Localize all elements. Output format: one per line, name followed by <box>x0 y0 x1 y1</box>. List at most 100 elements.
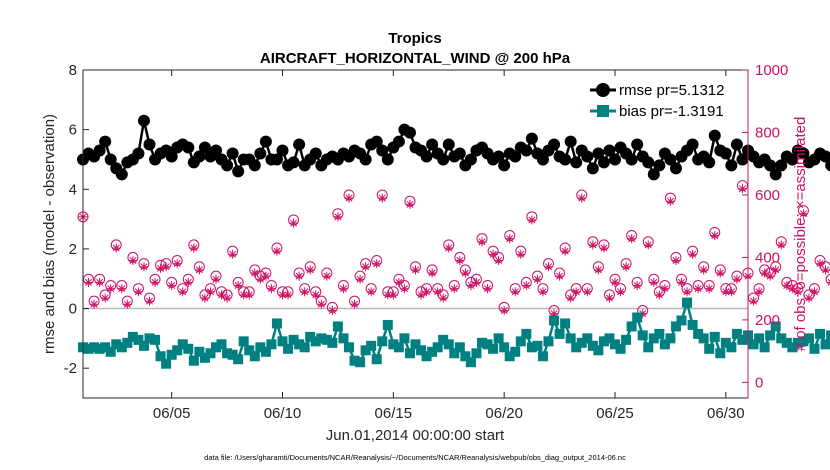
obs-assimilated-point <box>776 240 786 250</box>
rmse-point <box>570 156 583 169</box>
obs-count-series <box>77 180 830 319</box>
obs-assimilated-point <box>627 234 637 244</box>
rmse-point <box>520 144 533 157</box>
rmse-point <box>509 150 522 163</box>
rmse-point <box>115 168 128 181</box>
obs-assimilated-point <box>704 284 714 294</box>
rmse-point <box>592 147 605 160</box>
bias-point <box>299 342 310 353</box>
obs-assimilated-point <box>145 296 154 306</box>
obs-assimilated-point <box>544 262 553 272</box>
obs-assimilated-point <box>338 284 348 294</box>
bias-point <box>648 333 659 344</box>
obs-assimilated-point <box>682 287 692 297</box>
obs-assimilated-point <box>205 287 215 297</box>
bias-point <box>177 339 188 350</box>
obs-assimilated-point <box>488 249 498 259</box>
obs-assimilated-point <box>754 287 764 297</box>
bias-point <box>344 342 354 353</box>
rmse-point <box>381 153 394 166</box>
obs-assimilated-point <box>643 240 653 250</box>
rmse-point <box>703 156 716 169</box>
y-left-tick-label: -2 <box>64 360 77 377</box>
bias-point <box>172 345 183 356</box>
bias-point <box>493 333 504 344</box>
rmse-point <box>730 138 743 151</box>
rmse-point <box>165 150 178 163</box>
rmse-point <box>221 159 234 172</box>
obs-assimilated-point <box>516 249 526 259</box>
obs-assimilated-point <box>150 277 160 287</box>
bias-point <box>327 337 338 348</box>
bias-point <box>731 328 742 339</box>
bias-point <box>698 333 709 344</box>
obs-assimilated-point <box>560 246 570 256</box>
bias-point <box>260 346 271 357</box>
obs-assimilated-point <box>361 262 371 272</box>
obs-assimilated-point <box>250 268 260 278</box>
rmse-point <box>609 153 621 166</box>
obs-assimilated-point <box>699 265 709 275</box>
bias-point <box>127 331 138 342</box>
y-axis-right-label: # of obs: o=possible; ×=assimilated <box>792 117 809 352</box>
bias-point <box>321 334 332 345</box>
obs-assimilated-point <box>632 281 642 291</box>
bias-point <box>587 340 598 351</box>
rmse-point <box>581 150 594 163</box>
bias-point <box>726 342 737 353</box>
bias-point <box>310 336 321 347</box>
obs-assimilated-point <box>621 262 631 272</box>
obs-assimilated-point <box>139 262 149 272</box>
rmse-point <box>686 138 699 151</box>
obs-assimilated-point <box>233 281 243 291</box>
bias-point <box>166 349 177 360</box>
obs-assimilated-point <box>693 284 703 294</box>
bias-point <box>404 348 415 359</box>
bias-point <box>199 352 210 363</box>
bias-point <box>155 351 166 362</box>
rmse-point <box>725 159 738 172</box>
bias-point <box>211 342 221 353</box>
rmse-point <box>819 150 830 163</box>
obs-assimilated-point <box>427 268 437 278</box>
bias-point <box>565 333 576 344</box>
rmse-point <box>775 159 788 172</box>
y-left-tick-label: 2 <box>69 241 77 258</box>
obs-assimilated-point <box>710 231 720 241</box>
bias-point <box>288 334 299 345</box>
bias-point <box>393 342 404 353</box>
x-axis: 06/05 06/10 06/15 06/20 06/25 06/30 <box>153 70 745 422</box>
bias-point <box>111 339 122 350</box>
obs-assimilated-point <box>815 259 825 269</box>
rmse-point <box>248 159 261 172</box>
bias-point <box>161 358 172 369</box>
bias-point <box>183 343 194 354</box>
rmse-point <box>525 132 538 145</box>
legend: rmse pr=5.1312 bias pr=-1.3191 <box>585 76 747 124</box>
bias-point <box>482 339 493 350</box>
bias-point <box>765 330 776 341</box>
bias-point <box>826 330 830 341</box>
obs-assimilated-point <box>244 290 254 300</box>
bias-point <box>133 334 144 345</box>
x-tick-label: 06/15 <box>375 405 413 422</box>
obs-assimilated-point <box>732 274 742 284</box>
rmse-point <box>232 165 245 178</box>
obs-assimilated-point <box>311 290 321 300</box>
obs-assimilated-point <box>128 256 138 266</box>
rmse-point <box>719 147 732 160</box>
obs-assimilated-point <box>660 284 670 294</box>
obs-assimilated-point <box>826 278 830 286</box>
obs-assimilated-point <box>411 265 420 275</box>
rmse-point <box>437 153 450 166</box>
data-file-footnote: data file: /Users/gharamti/Documents/NCA… <box>204 453 626 462</box>
obs-possible-point <box>825 273 830 285</box>
bias-point <box>709 331 720 342</box>
obs-assimilated-point <box>599 243 609 253</box>
obs-assimilated-point <box>494 256 504 266</box>
obs-assimilated-point <box>582 287 592 297</box>
bias-point <box>116 342 127 353</box>
obs-assimilated-point <box>333 212 343 222</box>
x-axis-label: Jun.01,2014 00:00:00 start <box>326 427 505 444</box>
